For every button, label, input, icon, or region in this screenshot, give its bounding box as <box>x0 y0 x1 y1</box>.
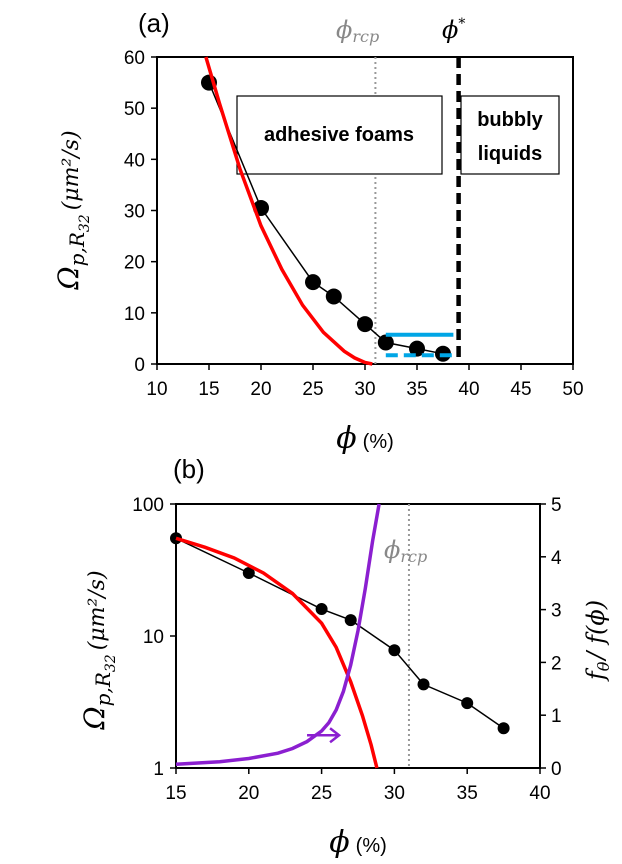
panel-a-xlabel: ϕ (%) <box>336 421 394 456</box>
a-ytick-label: 50 <box>124 99 145 120</box>
black-data-series-b <box>175 537 505 729</box>
a-xtick-label: 30 <box>354 379 375 400</box>
b-xtick-label: 20 <box>238 783 259 804</box>
b-xtick-label: 40 <box>529 783 550 804</box>
a-xtick-label: 15 <box>198 379 219 400</box>
a-ytick-label: 10 <box>124 304 145 325</box>
b-data-point <box>417 678 430 691</box>
bubbly-liquids-box <box>460 95 560 175</box>
b-y2tick-label: 5 <box>551 495 562 516</box>
a-xtick-label: 10 <box>146 379 167 400</box>
panel-b-label: (b) <box>173 454 205 484</box>
a-ytick-label: 20 <box>124 253 145 274</box>
bubbly-liquids-line1: bubbly <box>477 109 543 131</box>
b-xtick-label: 25 <box>311 783 332 804</box>
b-xtick-label: 30 <box>384 783 405 804</box>
b-xtick-label: 15 <box>165 783 186 804</box>
panel-b-ylabel: Ωp,R32(μm²/s) <box>78 570 119 730</box>
a-xtick-label: 20 <box>250 379 271 400</box>
panel-a: (a) adhesive foams bubbly liquids 10 15 20… <box>52 8 584 456</box>
a-ytick-label: 60 <box>124 48 145 69</box>
b-data-point <box>242 567 255 580</box>
b-data-point <box>344 614 357 627</box>
phi-star-label: ϕ* <box>442 16 465 44</box>
b-y2tick-label: 3 <box>551 601 562 622</box>
a-xtick-label: 35 <box>406 379 427 400</box>
a-data-point <box>377 334 394 351</box>
purple-arrow-head <box>329 727 342 744</box>
b-y2tick-label: 1 <box>551 706 562 727</box>
a-ytick-label: 40 <box>124 150 145 171</box>
a-data-point <box>409 340 425 357</box>
b-data-point <box>388 644 401 657</box>
b-xtick-label: 35 <box>457 783 478 804</box>
a-data-point <box>325 288 342 305</box>
b-data-point <box>461 697 474 710</box>
a-data-point <box>357 316 373 333</box>
red-fit-curve-b <box>175 536 379 769</box>
panel-b-y2label: fθ/ f(ϕ) <box>582 600 613 682</box>
a-ytick-label: 30 <box>124 202 145 223</box>
panel-a-ylabel: Ωp,R32(μm²/s) <box>52 130 93 290</box>
a-xtick-label: 40 <box>458 379 479 400</box>
a-xtick-label: 45 <box>510 379 531 400</box>
a-xtick-label: 25 <box>302 379 323 400</box>
b-data-point <box>315 603 328 616</box>
b-ytick-label: 1 <box>153 759 164 780</box>
phi-rcp-label-a: ϕrcp <box>336 16 379 46</box>
a-xtick-label: 50 <box>562 379 583 400</box>
a-ytick-label: 0 <box>134 355 145 376</box>
panel-a-label: (a) <box>138 8 170 38</box>
b-ytick-label: 10 <box>143 627 164 648</box>
b-y2tick-label: 2 <box>551 653 562 674</box>
bubbly-liquids-line2: liquids <box>478 143 542 165</box>
a-data-point <box>305 274 321 291</box>
phi-rcp-label-b: ϕrcp <box>384 536 427 566</box>
adhesive-foams-label: adhesive foams <box>264 124 414 146</box>
adhesive-foams-box <box>236 95 443 175</box>
b-data-point <box>170 532 182 545</box>
purple-curve <box>175 503 381 767</box>
panel-b-xlabel: ϕ (%) <box>329 825 387 860</box>
b-ytick-label: 100 <box>132 495 164 516</box>
b-data-point <box>497 722 510 735</box>
b-y2tick-label: 0 <box>551 759 562 780</box>
panel-b: (b) 15 20 25 30 35 40 1 10 100 0 1 2 3 4 5 ϕrcp ϕ (%)… <box>78 454 613 860</box>
b-y2tick-label: 4 <box>551 548 562 569</box>
red-fit-curve-a <box>204 56 373 366</box>
